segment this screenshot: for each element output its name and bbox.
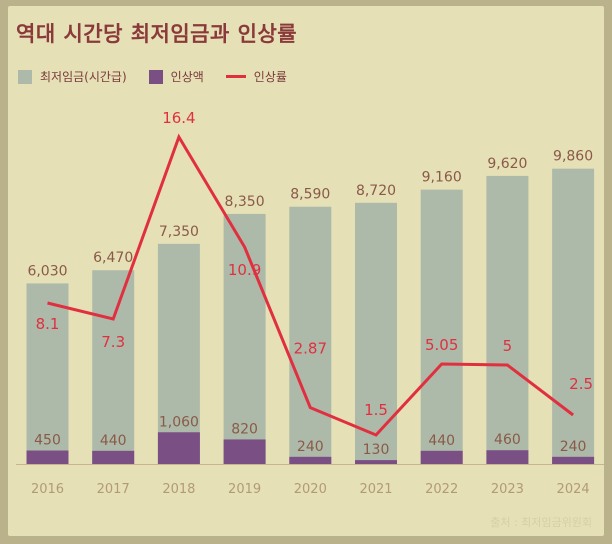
rate-value-label: 2.87 [294, 340, 327, 358]
legend-swatch-wage [18, 69, 32, 84]
increase-value-label: 450 [34, 433, 61, 449]
legend: 최저임금(시간급) 인상액 인상률 [18, 68, 309, 85]
increase-bar [289, 456, 332, 464]
legend-item-wage: 최저임금(시간급) [18, 68, 127, 85]
legend-swatch-rate [225, 75, 246, 78]
legend-swatch-increase [148, 69, 163, 84]
x-tick-label: 2020 [294, 482, 327, 497]
wage-bar [92, 270, 135, 464]
rate-value-label: 5.05 [425, 336, 458, 354]
increase-value-label: 460 [494, 432, 521, 448]
wage-value-label: 8,350 [225, 194, 265, 210]
x-tick-label: 2024 [557, 482, 590, 497]
wage-value-label: 8,720 [356, 183, 396, 199]
wage-value-label: 6,470 [93, 250, 133, 266]
wage-value-label: 6,030 [27, 263, 67, 279]
wage-value-label: 9,160 [422, 170, 462, 186]
wage-bar [157, 243, 200, 464]
wage-value-label: 7,350 [159, 224, 199, 240]
wage-bar [223, 213, 266, 464]
rate-value-label: 7.3 [101, 333, 125, 351]
x-tick-label: 2016 [31, 482, 64, 497]
legend-item-increase: 인상액 [148, 68, 204, 85]
increase-value-label: 240 [560, 439, 587, 455]
wage-value-label: 8,590 [290, 187, 330, 203]
increase-bar [552, 456, 595, 464]
increase-value-label: 820 [231, 421, 258, 437]
increase-bar [420, 450, 463, 464]
increase-bar [355, 460, 397, 464]
wage-value-label: 9,860 [553, 149, 593, 165]
legend-label-increase: 인상액 [170, 70, 204, 84]
x-tick-label: 2023 [491, 482, 524, 497]
increase-bar [223, 439, 266, 464]
x-tick-label: 2018 [162, 482, 195, 497]
source-note: 출처 : 최저임금위원회 [490, 516, 592, 529]
rate-value-label: 5 [503, 337, 513, 355]
increase-value-label: 240 [297, 439, 324, 455]
rate-value-label: 8.1 [36, 315, 60, 333]
x-tick-label: 2021 [359, 482, 392, 497]
legend-label-rate: 인상률 [253, 70, 287, 84]
wage-bar [26, 283, 69, 464]
wage-bar [289, 206, 332, 465]
x-tick-label: 2019 [228, 482, 261, 497]
legend-item-rate: 인상률 [225, 68, 287, 85]
rate-line [47, 133, 575, 437]
increase-bar [92, 450, 135, 464]
rate-value-label: 10.9 [228, 261, 261, 279]
legend-label-wage: 최저임금(시간급) [40, 70, 127, 84]
increase-value-label: 130 [363, 442, 390, 458]
increase-bar [26, 450, 69, 464]
increase-value-label: 1,060 [159, 414, 199, 430]
wage-bar [420, 189, 463, 464]
increase-value-label: 440 [100, 433, 127, 449]
wage-bar [552, 168, 595, 464]
rate-value-label: 1.5 [364, 401, 388, 419]
increase-value-label: 440 [428, 433, 455, 449]
rate-value-label: 16.4 [162, 109, 195, 127]
chart-title: 역대 시간당 최저임금과 인상률 [16, 22, 298, 46]
wage-bar [486, 175, 529, 465]
wage-value-label: 9,620 [487, 156, 527, 172]
increase-bar [157, 432, 200, 464]
x-tick-label: 2017 [97, 482, 130, 497]
wage-bar [355, 202, 397, 464]
rate-value-label: 2.5 [569, 375, 593, 393]
increase-bar [486, 450, 529, 464]
x-tick-label: 2022 [425, 482, 458, 497]
